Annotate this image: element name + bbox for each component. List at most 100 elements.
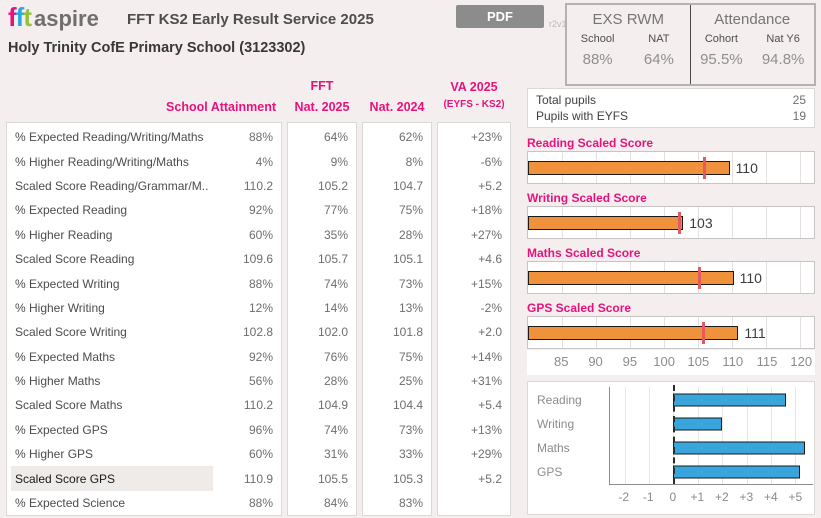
- school-attainment-value: 110.2: [243, 178, 273, 193]
- nat-2025-value[interactable]: 105.2: [317, 178, 348, 193]
- va-2025-value[interactable]: +2.0: [478, 325, 502, 340]
- nat-2025-value[interactable]: 14%: [323, 300, 348, 315]
- va-gridline: [746, 387, 748, 484]
- row-label: % Higher Reading/Writing/Maths: [15, 154, 189, 169]
- nat-2025-value[interactable]: 105.7: [317, 252, 348, 267]
- va-2025-value[interactable]: +14%: [470, 349, 502, 364]
- nat-2024-value[interactable]: 104.4: [392, 398, 423, 413]
- nat-2025-value[interactable]: 9%: [330, 154, 348, 169]
- fft-aspire-logo: fft aspire: [8, 2, 99, 33]
- table-row[interactable]: % Expected Reading/Writing/Maths 88%: [7, 125, 281, 149]
- scaled-score-bar[interactable]: [528, 161, 730, 175]
- school-attainment-value: 96%: [248, 422, 273, 437]
- nat-2025-value[interactable]: 31%: [323, 447, 348, 462]
- va-bar[interactable]: [673, 465, 801, 479]
- scaled-score-bar[interactable]: [528, 216, 684, 230]
- national-reference-line: [697, 267, 701, 289]
- pdf-export-button[interactable]: PDF: [456, 5, 544, 28]
- table-row[interactable]: % Expected Science 88%: [7, 491, 281, 515]
- total-pupils-label: Total pupils: [536, 93, 597, 107]
- nat-2024-value[interactable]: 62%: [398, 130, 423, 145]
- table-row[interactable]: % Expected GPS 96%: [7, 418, 281, 442]
- nat-2024-value[interactable]: 28%: [398, 227, 423, 242]
- table-row[interactable]: % Higher Reading 60%: [7, 223, 281, 247]
- nat-2025-value[interactable]: 104.9: [317, 398, 348, 413]
- scaled-score-bar[interactable]: [528, 271, 734, 285]
- va-plot-area: [609, 385, 813, 485]
- nat-2024-value[interactable]: 83%: [398, 496, 423, 511]
- nat-2025-value[interactable]: 28%: [323, 374, 348, 389]
- table-row[interactable]: % Higher Writing 12%: [7, 296, 281, 320]
- nat-2024-value[interactable]: 8%: [405, 154, 423, 169]
- row-label: % Higher Writing: [15, 300, 105, 315]
- table-row[interactable]: % Higher GPS 60%: [7, 442, 281, 466]
- table-row[interactable]: Scaled Score GPS 110.9: [7, 466, 281, 491]
- va-2025-value[interactable]: +18%: [470, 203, 502, 218]
- nat-2025-value[interactable]: 74%: [323, 276, 348, 291]
- va-2025-value[interactable]: [438, 491, 510, 515]
- va-2025-value[interactable]: +27%: [470, 227, 502, 242]
- nat-2024-value[interactable]: 73%: [398, 422, 423, 437]
- national-reference-line: [701, 322, 705, 344]
- exs-rwm-panel: EXS RWM School 88% NAT 64%: [567, 5, 691, 84]
- nat-2025-value[interactable]: 74%: [323, 422, 348, 437]
- gauge-gridline: [800, 207, 802, 238]
- nat-2024-value[interactable]: 105.3: [392, 471, 423, 486]
- va-axis-tick-label: -2: [618, 490, 630, 504]
- va-2025-value[interactable]: +13%: [470, 422, 502, 437]
- nat-2025-value[interactable]: 77%: [323, 203, 348, 218]
- attainment-table-va-column: +23% -6% +5.2 +18% +27% +4.6 +15% -2% +2.0 +14% +3…: [437, 122, 511, 516]
- nat-2025-value[interactable]: 76%: [323, 349, 348, 364]
- va-2025-value[interactable]: +4.6: [478, 252, 502, 267]
- nat-2025-value[interactable]: 84%: [323, 496, 348, 511]
- nat-2024-value[interactable]: 33%: [398, 447, 423, 462]
- table-row[interactable]: Scaled Score Reading/Grammar/M.. 110.2: [7, 174, 281, 198]
- table-row[interactable]: % Higher Maths 56%: [7, 369, 281, 393]
- nat-2024-value[interactable]: 101.8: [392, 325, 423, 340]
- nat-2024-value[interactable]: 25%: [398, 374, 423, 389]
- va-2025-value[interactable]: -6%: [480, 154, 502, 169]
- nat-2024-value[interactable]: 75%: [398, 349, 423, 364]
- nat-2025-value[interactable]: 64%: [323, 130, 348, 145]
- nat-2024-value[interactable]: 105.1: [392, 252, 423, 267]
- row-label: % Higher GPS: [15, 447, 94, 462]
- va-2025-value[interactable]: -2%: [480, 300, 502, 315]
- va-bar[interactable]: [673, 417, 723, 431]
- row-label: Scaled Score Reading: [15, 252, 135, 267]
- gauge-axis: 85 90 95 100 105 110 115 120: [527, 350, 815, 375]
- va-bar[interactable]: [673, 441, 806, 455]
- va-gridline: [649, 387, 651, 484]
- va-2025-value[interactable]: +5.4: [478, 398, 502, 413]
- logo-letter-f1: f: [8, 2, 17, 32]
- nat-2024-value[interactable]: 75%: [398, 203, 423, 218]
- va-2025-value[interactable]: +29%: [470, 447, 502, 462]
- table-row[interactable]: % Expected Writing 88%: [7, 271, 281, 295]
- table-row[interactable]: % Expected Reading 92%: [7, 198, 281, 222]
- table-row[interactable]: Scaled Score Maths 110.2: [7, 393, 281, 417]
- axis-tick-label: 90: [588, 354, 603, 369]
- exs-school-value: 88%: [582, 51, 613, 68]
- scaled-score-bar[interactable]: [528, 326, 739, 340]
- va-bar[interactable]: [673, 393, 786, 407]
- nat-2024-value[interactable]: 104.7: [392, 178, 423, 193]
- va-2025-value[interactable]: +23%: [470, 130, 502, 145]
- gauge-title: GPS Scaled Score: [527, 301, 632, 315]
- va-2025-value[interactable]: +5.2: [478, 178, 502, 193]
- va-2025-value[interactable]: +15%: [470, 276, 502, 291]
- table-row[interactable]: % Higher Reading/Writing/Maths 4%: [7, 149, 281, 173]
- va-2025-value[interactable]: +5.2: [478, 471, 502, 486]
- table-row[interactable]: Scaled Score Writing 102.8: [7, 320, 281, 344]
- exs-rwm-title: EXS RWM: [592, 11, 664, 28]
- nat-2025-value[interactable]: 35%: [323, 227, 348, 242]
- nat-2024-value[interactable]: 73%: [398, 276, 423, 291]
- scaled-score-gauge: 110: [527, 261, 815, 294]
- school-attainment-value: 92%: [248, 349, 273, 364]
- table-row[interactable]: % Expected Maths 92%: [7, 345, 281, 369]
- va-2025-value[interactable]: +31%: [470, 374, 502, 389]
- nat-2024-value[interactable]: 13%: [398, 300, 423, 315]
- nat-2025-value[interactable]: 102.0: [317, 325, 348, 340]
- gauge-gridline: [800, 152, 802, 183]
- va-category-label: GPS: [537, 465, 563, 479]
- table-row[interactable]: Scaled Score Reading 109.6: [7, 247, 281, 271]
- nat-2025-value[interactable]: 105.5: [317, 471, 348, 486]
